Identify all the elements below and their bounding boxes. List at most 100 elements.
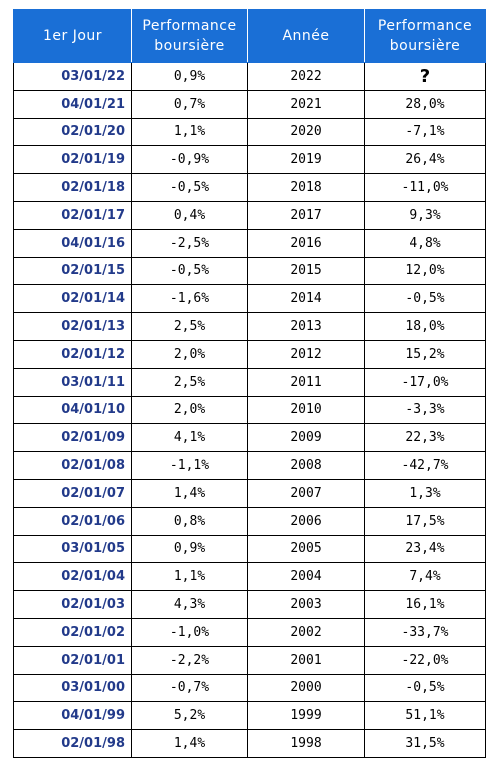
- year-performance-cell: -22,0%: [364, 645, 486, 675]
- year-performance-cell: 4,8%: [364, 228, 486, 258]
- day-performance-cell: -1,6%: [131, 284, 248, 314]
- year-cell: 2003: [247, 590, 365, 619]
- year-cell: 2009: [247, 423, 365, 453]
- first-day-date-cell: 02/01/20: [13, 117, 132, 147]
- year-performance-cell: ?: [364, 62, 486, 91]
- year-performance-cell: 9,3%: [364, 200, 486, 230]
- day-performance-cell: 1,1%: [131, 117, 248, 147]
- year-performance-cell: -0,5%: [364, 673, 486, 703]
- day-performance-cell: 0,7%: [131, 89, 248, 119]
- table-row: 04/01/99 5,2% 1999 51,1%: [13, 701, 486, 731]
- table-row: 03/01/11 2,5% 2011 -17,0%: [13, 367, 486, 397]
- year-performance-cell: -33,7%: [364, 617, 486, 647]
- first-day-date-cell: 02/01/09: [13, 423, 132, 453]
- first-day-date-cell: 02/01/14: [13, 284, 132, 314]
- day-performance-cell: 1,4%: [131, 729, 248, 758]
- table-row: 02/01/12 2,0% 2012 15,2%: [13, 339, 486, 369]
- day-performance-cell: -2,2%: [131, 645, 248, 675]
- year-performance-cell: -42,7%: [364, 451, 486, 480]
- table-row: 02/01/01 -2,2% 2001 -22,0%: [13, 645, 486, 675]
- performance-table-container: 1er Jour Performance boursière Année Per…: [13, 9, 486, 758]
- day-performance-cell: -1,0%: [131, 617, 248, 647]
- year-cell: 2005: [247, 534, 365, 564]
- table-body: 03/01/22 0,9% 2022? 04/01/21 0,7% 2021 28,0% 02…: [13, 62, 486, 758]
- first-day-date-cell: 03/01/22: [13, 62, 132, 91]
- table-row: 02/01/98 1,4% 1998 31,5%: [13, 729, 486, 758]
- year-cell: 2002: [247, 617, 365, 647]
- header-year-performance: Performance boursière: [364, 9, 486, 63]
- first-day-date-cell: 02/01/19: [13, 145, 132, 175]
- year-cell: 2012: [247, 339, 365, 369]
- table-row: 03/01/00 -0,7% 2000 -0,5%: [13, 673, 486, 703]
- day-performance-cell: -0,9%: [131, 145, 248, 175]
- year-performance-cell: 16,1%: [364, 590, 486, 619]
- year-cell: 2016: [247, 228, 365, 258]
- table-row: 02/01/03 4,3% 2003 16,1%: [13, 590, 486, 619]
- header-first-day-label: 1er Jour: [42, 28, 103, 44]
- header-day-performance: Performance boursière: [131, 9, 248, 63]
- year-performance-cell: 12,0%: [364, 256, 486, 286]
- year-performance-cell: 31,5%: [364, 729, 486, 758]
- year-cell: 2017: [247, 200, 365, 230]
- day-performance-cell: -2,5%: [131, 228, 248, 258]
- first-day-date-cell: 02/01/17: [13, 200, 132, 230]
- year-cell: 2010: [247, 395, 365, 425]
- year-performance-cell: 28,0%: [364, 89, 486, 119]
- year-performance-cell: 23,4%: [364, 534, 486, 564]
- day-performance-cell: 0,4%: [131, 200, 248, 230]
- year-performance-cell: 18,0%: [364, 312, 486, 341]
- header-day-performance-line2: boursière: [154, 38, 225, 54]
- first-day-date-cell: 02/01/01: [13, 645, 132, 675]
- year-cell: 2019: [247, 145, 365, 175]
- day-performance-cell: 1,1%: [131, 562, 248, 592]
- year-cell: 2004: [247, 562, 365, 592]
- first-day-date-cell: 04/01/21: [13, 89, 132, 119]
- performance-table: 1er Jour Performance boursière Année Per…: [13, 9, 486, 758]
- first-day-date-cell: 02/01/15: [13, 256, 132, 286]
- first-day-date-cell: 04/01/10: [13, 395, 132, 425]
- table-row: 04/01/21 0,7% 2021 28,0%: [13, 89, 486, 119]
- table-row: 02/01/09 4,1% 2009 22,3%: [13, 423, 486, 453]
- year-performance-cell: -3,3%: [364, 395, 486, 425]
- day-performance-cell: 2,5%: [131, 312, 248, 341]
- year-cell: 2014: [247, 284, 365, 314]
- header-year-label: Année: [282, 28, 330, 44]
- table-row: 02/01/06 0,8% 2006 17,5%: [13, 506, 486, 536]
- year-cell: 2011: [247, 367, 365, 397]
- year-performance-cell: -11,0%: [364, 173, 486, 202]
- day-performance-cell: 5,2%: [131, 701, 248, 731]
- day-performance-cell: 4,1%: [131, 423, 248, 453]
- day-performance-cell: 2,0%: [131, 395, 248, 425]
- header-first-day: 1er Jour: [13, 9, 132, 63]
- table-row: 02/01/08 -1,1% 2008 -42,7%: [13, 451, 486, 480]
- first-day-date-cell: 02/01/03: [13, 590, 132, 619]
- year-cell: 2013: [247, 312, 365, 341]
- first-day-date-cell: 02/01/08: [13, 451, 132, 480]
- first-day-date-cell: 02/01/98: [13, 729, 132, 758]
- header-day-performance-line1: Performance: [142, 18, 237, 34]
- header-row: 1er Jour Performance boursière Année Per…: [13, 9, 486, 63]
- table-row: 03/01/05 0,9% 2005 23,4%: [13, 534, 486, 564]
- year-cell: 2021: [247, 89, 365, 119]
- year-performance-cell: 26,4%: [364, 145, 486, 175]
- first-day-date-cell: 02/01/18: [13, 173, 132, 202]
- table-row: 02/01/17 0,4% 2017 9,3%: [13, 200, 486, 230]
- first-day-date-cell: 02/01/06: [13, 506, 132, 536]
- day-performance-cell: 0,8%: [131, 506, 248, 536]
- table-row: 02/01/19 -0,9% 2019 26,4%: [13, 145, 486, 175]
- day-performance-cell: 4,3%: [131, 590, 248, 619]
- year-cell: 2000: [247, 673, 365, 703]
- table-row: 02/01/20 1,1% 2020 -7,1%: [13, 117, 486, 147]
- day-performance-cell: 2,5%: [131, 367, 248, 397]
- day-performance-cell: -1,1%: [131, 451, 248, 480]
- day-performance-cell: 2,0%: [131, 339, 248, 369]
- table-row: 02/01/07 1,4% 2007 1,3%: [13, 478, 486, 508]
- year-cell: 2001: [247, 645, 365, 675]
- year-cell: 2022: [247, 62, 365, 91]
- first-day-date-cell: 03/01/11: [13, 367, 132, 397]
- header-year-performance-line2: boursière: [389, 38, 461, 54]
- year-performance-cell: -7,1%: [364, 117, 486, 147]
- year-performance-cell: -0,5%: [364, 284, 486, 314]
- year-performance-cell: 15,2%: [364, 339, 486, 369]
- header-year-performance-line1: Performance: [377, 18, 473, 34]
